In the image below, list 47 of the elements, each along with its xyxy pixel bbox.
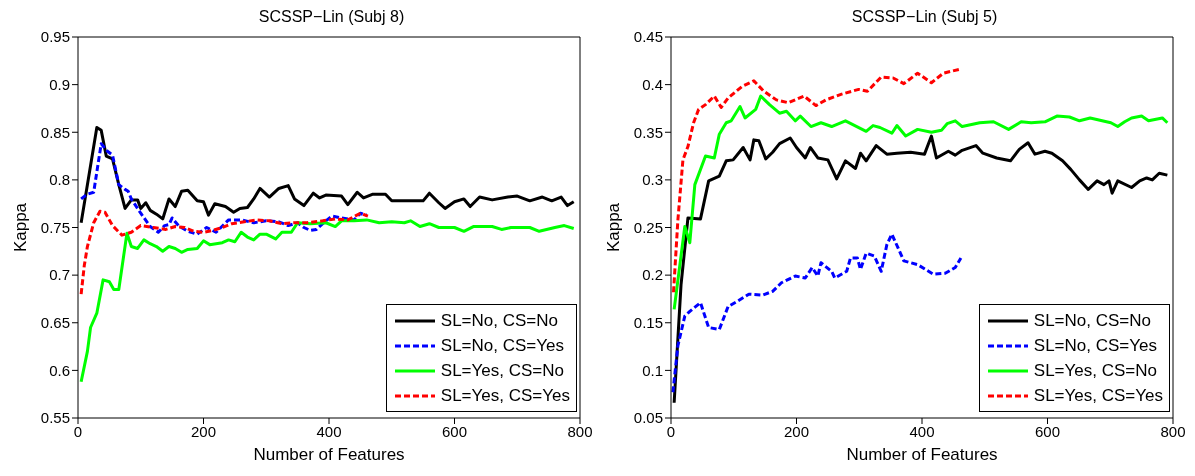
x-tick-label: 200	[190, 422, 217, 440]
line-series	[671, 232, 963, 394]
y-tick-label: 0.75	[40, 218, 70, 236]
x-axis-title: Number of Features	[846, 445, 998, 464]
legend-label: SL=Yes, CS=No	[440, 360, 564, 381]
x-tick-label: 800	[1160, 422, 1186, 440]
y-tick-label: 0.65	[40, 314, 70, 332]
y-tick-label: 0.45	[633, 28, 663, 46]
y-tick-label: 0.35	[633, 123, 663, 141]
legend-label: SL=Yes, CS=No	[1033, 360, 1157, 381]
legend-label: SL=No, CS=No	[440, 310, 558, 331]
y-tick-label: 0.95	[40, 28, 70, 46]
line-series	[79, 142, 369, 236]
y-axis-title: Kappa	[11, 202, 31, 253]
legend-label: SL=No, CS=No	[1033, 310, 1151, 331]
y-tick-label: 0.9	[49, 75, 70, 93]
y-tick-label: 0.25	[633, 218, 663, 236]
legend-label: SL=Yes, CS=Yes	[1033, 385, 1163, 406]
y-tick-label: 0.3	[642, 171, 663, 189]
y-tick-label: 0.7	[49, 266, 70, 284]
chart-title: SCSSP−Lin (Subj 5)	[850, 8, 999, 27]
y-tick-label: 0.05	[633, 409, 663, 427]
x-tick-label: 200	[783, 422, 810, 440]
y-tick-label: 0.15	[633, 314, 663, 332]
line-series	[79, 209, 370, 296]
legend-label: SL=No, CS=Yes	[440, 335, 564, 356]
y-tick-label: 0.55	[40, 409, 70, 427]
legend-label: SL=Yes, CS=Yes	[440, 385, 570, 406]
y-tick-label: 0.8	[49, 171, 70, 189]
legend-label: SL=No, CS=Yes	[1033, 335, 1157, 356]
line-series	[672, 94, 1169, 311]
y-tick-label: 0.85	[40, 123, 70, 141]
x-tick-label: 600	[441, 422, 468, 440]
line-series	[79, 218, 576, 384]
y-tick-label: 0.1	[642, 361, 663, 379]
x-tick-label: 600	[1034, 422, 1061, 440]
x-tick-label: 400	[909, 422, 935, 440]
x-tick-label: 400	[316, 422, 342, 440]
y-axis-title: Kappa	[604, 202, 624, 253]
x-tick-label: 800	[567, 422, 593, 440]
x-axis-title: Number of Features	[253, 445, 405, 464]
y-tick-label: 0.2	[642, 266, 663, 284]
chart-title: SCSSP−Lin (Subj 8)	[257, 8, 406, 27]
y-tick-label: 0.6	[49, 361, 70, 379]
y-tick-label: 0.4	[642, 75, 663, 93]
x-tick-label: 0	[73, 422, 83, 440]
x-tick-label: 0	[666, 422, 676, 440]
